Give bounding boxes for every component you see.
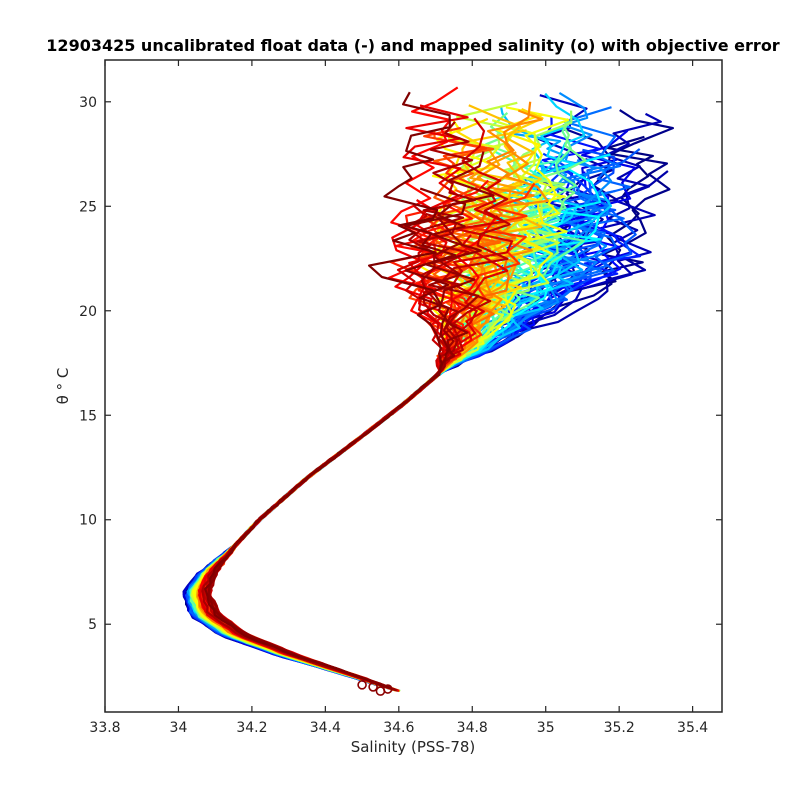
float-profile-line xyxy=(208,204,445,691)
y-tick-label: 25 xyxy=(79,199,97,215)
y-tick-label: 10 xyxy=(79,513,97,529)
x-tick-label: 34 xyxy=(170,720,188,736)
axes-box xyxy=(104,59,723,713)
x-tick-label: 34.6 xyxy=(383,720,414,736)
y-tick-label: 30 xyxy=(79,95,97,111)
y-axis-label: θ ° C xyxy=(54,368,72,405)
y-tick-label: 15 xyxy=(79,408,97,424)
x-tick-label: 35 xyxy=(537,720,555,736)
float-profile-line xyxy=(196,149,510,692)
mapped-salinity-marker xyxy=(357,680,367,690)
y-axis: 5 10 15 20 25 30 xyxy=(79,95,722,633)
x-tick-label: 33.8 xyxy=(89,720,120,736)
x-tick-label: 34.4 xyxy=(310,720,341,736)
x-tick-label: 34.2 xyxy=(236,720,267,736)
y-tick-label: 20 xyxy=(79,304,97,320)
x-axis-label: Salinity (PSS-78) xyxy=(351,738,476,756)
x-tick-label: 35.4 xyxy=(677,720,708,736)
x-tick-label: 34.8 xyxy=(457,720,488,736)
float-profile-line xyxy=(197,199,446,691)
x-tick-label: 35.2 xyxy=(604,720,635,736)
float-profile-line xyxy=(201,128,500,691)
x-axis: 33.8 34 34.2 34.4 34.6 34.8 35 35.2 35.4 xyxy=(89,60,708,736)
mapped-salinity-marker xyxy=(368,682,378,692)
mapped-salinity-markers xyxy=(357,680,393,696)
mapped-salinity-marker xyxy=(382,684,393,694)
float-profile-line xyxy=(204,91,451,690)
float-profile-line xyxy=(184,219,595,691)
float-profile-line xyxy=(207,187,467,691)
float-profile-line xyxy=(197,179,489,691)
float-profile-line xyxy=(209,205,455,690)
plot-area xyxy=(182,86,675,693)
float-profile-line xyxy=(197,109,549,692)
y-tick-label: 5 xyxy=(88,617,97,633)
float-profile-line xyxy=(208,104,469,690)
chart-title: 12903425 uncalibrated float data (-) and… xyxy=(46,36,780,55)
